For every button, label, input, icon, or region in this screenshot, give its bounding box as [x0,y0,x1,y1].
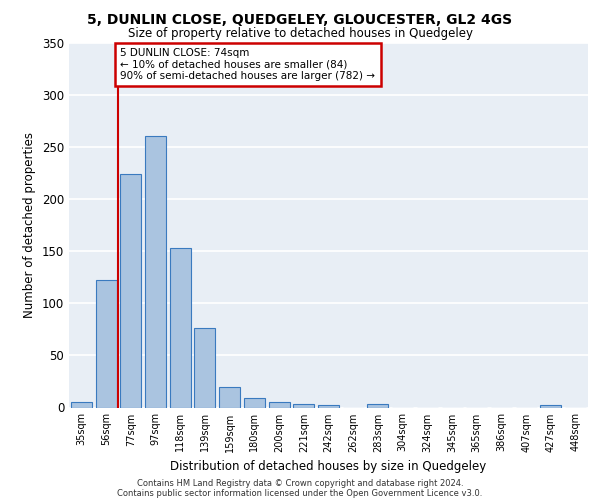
Bar [269,402,290,407]
Bar [541,406,562,407]
Bar [194,328,215,407]
X-axis label: Distribution of detached houses by size in Quedgeley: Distribution of detached houses by size … [170,460,487,473]
Bar [170,248,191,408]
Bar [219,386,240,407]
Bar [145,136,166,407]
Text: 5 DUNLIN CLOSE: 74sqm
← 10% of detached houses are smaller (84)
90% of semi-deta: 5 DUNLIN CLOSE: 74sqm ← 10% of detached … [121,48,376,81]
Bar [244,398,265,407]
Bar [293,404,314,407]
Bar [95,280,116,407]
Text: 5, DUNLIN CLOSE, QUEDGELEY, GLOUCESTER, GL2 4GS: 5, DUNLIN CLOSE, QUEDGELEY, GLOUCESTER, … [88,12,512,26]
Y-axis label: Number of detached properties: Number of detached properties [23,132,37,318]
Bar [367,404,388,407]
Text: Contains public sector information licensed under the Open Government Licence v3: Contains public sector information licen… [118,488,482,498]
Text: Size of property relative to detached houses in Quedgeley: Size of property relative to detached ho… [128,28,473,40]
Bar [120,174,141,408]
Bar [318,406,339,407]
Text: Contains HM Land Registry data © Crown copyright and database right 2024.: Contains HM Land Registry data © Crown c… [137,478,463,488]
Bar [71,402,92,407]
